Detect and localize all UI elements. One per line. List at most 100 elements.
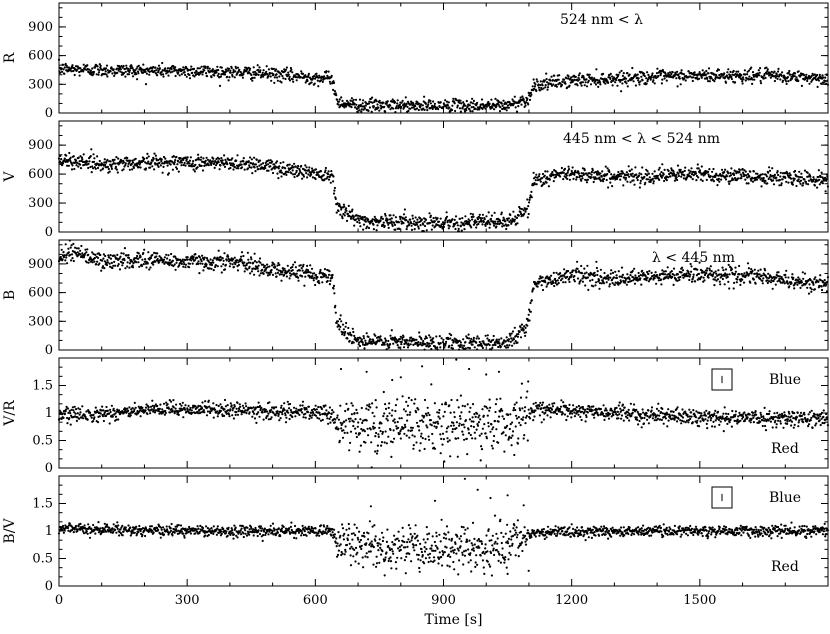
data-point [131, 67, 134, 70]
data-point [177, 160, 180, 163]
data-point [653, 170, 656, 173]
data-point [544, 86, 547, 89]
data-point [554, 83, 558, 87]
data-point [329, 82, 332, 85]
data-point [182, 158, 185, 161]
data-point [175, 155, 178, 159]
data-point [505, 227, 508, 231]
data-point [313, 272, 316, 275]
data-point [585, 85, 589, 88]
data-point [580, 84, 583, 87]
data-point [387, 339, 390, 343]
data-point [594, 274, 597, 277]
data-point [343, 205, 346, 208]
data-point [481, 223, 484, 226]
data-point [545, 78, 548, 81]
data-point [124, 163, 127, 167]
data-point [532, 171, 535, 174]
data-point [698, 77, 701, 80]
data-point [791, 183, 795, 186]
data-point [391, 98, 394, 101]
data-point [580, 179, 583, 182]
data-point [237, 167, 240, 170]
data-point [674, 71, 677, 74]
data-point [697, 167, 700, 170]
data-point [816, 85, 819, 88]
data-point [215, 71, 218, 74]
data-point [103, 161, 106, 164]
data-point [104, 163, 107, 166]
data-point [807, 179, 811, 182]
data-point [186, 256, 189, 259]
data-point [332, 80, 335, 83]
data-point [589, 83, 593, 86]
data-point [361, 102, 364, 105]
data-point [432, 100, 435, 103]
data-point [739, 75, 742, 78]
data-point [481, 213, 484, 216]
data-point [69, 246, 72, 249]
data-point [395, 105, 398, 108]
data-point [753, 78, 756, 81]
data-point [691, 178, 694, 181]
data-point [228, 159, 231, 162]
data-point [438, 105, 441, 108]
data-point [407, 221, 410, 224]
data-point [117, 157, 120, 160]
data-point [352, 341, 355, 344]
data-point [729, 180, 732, 183]
data-point [501, 104, 504, 107]
data-point [669, 175, 672, 178]
data-point [109, 254, 112, 257]
data-point [418, 331, 421, 334]
data-point [363, 347, 366, 350]
data-point [277, 177, 280, 180]
data-point [157, 165, 160, 168]
data-point [595, 260, 598, 263]
data-point [266, 73, 269, 76]
data-point [105, 263, 109, 267]
data-point [765, 66, 768, 69]
data-point [454, 215, 458, 218]
data-point [596, 273, 599, 277]
data-point [748, 175, 751, 178]
data-point [731, 73, 734, 76]
data-point [341, 99, 344, 102]
data-point [675, 77, 678, 80]
data-point [137, 261, 140, 264]
data-point [584, 81, 587, 84]
data-point [224, 263, 227, 266]
data-point [108, 262, 111, 265]
data-point [201, 169, 205, 172]
data-point [683, 77, 686, 80]
data-point [550, 83, 553, 86]
data-point [287, 73, 290, 76]
data-point [645, 279, 648, 282]
data-point [191, 162, 194, 165]
data-point [703, 71, 706, 74]
data-point [599, 172, 602, 175]
data-point [713, 80, 716, 83]
data-point [62, 68, 65, 71]
data-point [511, 330, 515, 333]
data-point [246, 167, 249, 170]
data-point [173, 69, 176, 72]
data-point [546, 81, 549, 84]
data-point [534, 83, 537, 86]
data-point [160, 73, 163, 76]
data-point [576, 176, 579, 179]
data-point [151, 159, 154, 162]
data-point [224, 158, 227, 161]
data-point [441, 341, 445, 344]
data-point [740, 73, 743, 77]
data-point [63, 66, 66, 69]
data-point [283, 273, 286, 276]
data-point [206, 65, 209, 68]
data-point [543, 174, 546, 177]
data-point [751, 82, 754, 85]
data-point [314, 177, 317, 181]
data-point [96, 65, 99, 68]
data-point [777, 173, 780, 177]
data-point [749, 170, 752, 173]
data-point [266, 263, 269, 266]
